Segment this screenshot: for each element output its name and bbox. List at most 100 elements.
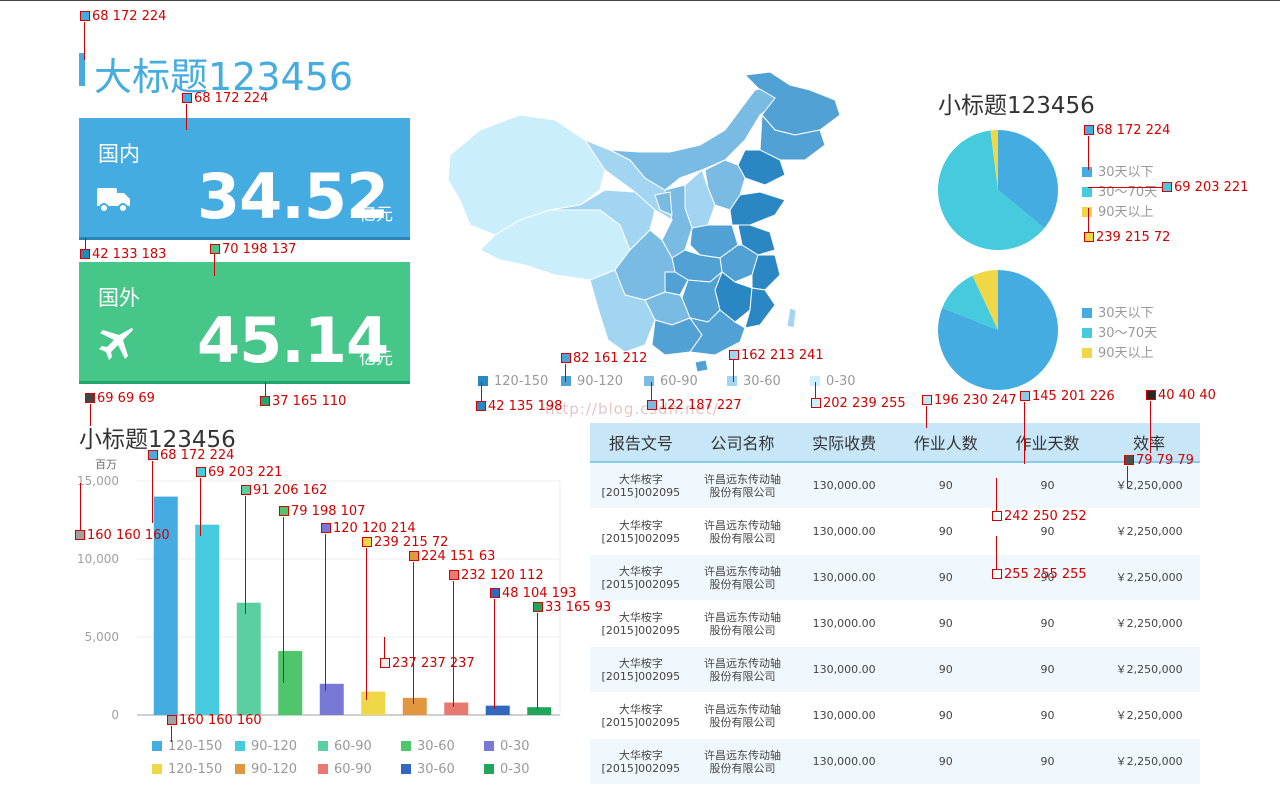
annotation-leader — [366, 548, 367, 700]
color-annotation-text: 37 165 110 — [272, 394, 347, 409]
table-cell: ￥2,250,000 — [1098, 508, 1200, 555]
table-cell-text: 130,000.00 — [812, 755, 876, 768]
table-cell-text: 股份有限公司 — [709, 531, 776, 545]
map-legend-item: 30-60 — [727, 374, 781, 389]
table-cell: 130,000.00 — [793, 508, 895, 555]
table-cell-text: 130,000.00 — [812, 617, 876, 630]
table-row: 大华桉字 [2015]002095 许昌远东传动轴 股份有限公司 130,000.00 9… — [590, 554, 1200, 601]
table-cell-text: ￥2,250,000 — [1115, 755, 1183, 768]
table-cell-text: 90 — [938, 571, 953, 584]
annotation-leader — [1088, 136, 1089, 170]
bar-legend-item: 30-60 — [401, 762, 455, 777]
color-annotation-text: 160 160 160 — [87, 528, 170, 543]
table-cell-text: 大华桉字 — [618, 656, 663, 670]
table-header-cell: 作业天数 — [996, 423, 1099, 463]
table-cell-text: 90 — [938, 617, 953, 630]
color-swatch — [1124, 455, 1134, 465]
color-annotation: 69 203 221 — [196, 466, 282, 480]
pie1-legend-item: 30天以下 — [1082, 161, 1154, 180]
color-swatch — [196, 467, 206, 477]
annotation-leader — [152, 461, 153, 523]
table-cell: 90 — [996, 692, 1099, 739]
kpi-domestic-bottom-bar — [79, 237, 410, 240]
color-swatch — [561, 353, 571, 363]
color-annotation-text: 120 120 214 — [333, 521, 416, 536]
kpi-domestic-value: 34.52 — [197, 160, 389, 233]
color-swatch — [85, 393, 95, 403]
table-cell-text: 90 — [1040, 663, 1055, 676]
annotation-leader — [171, 726, 172, 742]
table-cell-text: 大华桉字 — [618, 518, 663, 532]
bar-legend-item: 30-60 — [401, 739, 455, 754]
color-annotation: 120 120 214 — [321, 522, 416, 536]
table-cell: 90 — [894, 646, 997, 693]
color-annotation: 48 104 193 — [490, 587, 576, 601]
pie1-slice — [990, 130, 998, 190]
color-swatch — [922, 395, 932, 405]
color-annotation: 82 161 212 — [561, 352, 647, 366]
table-cell-text: 90 — [938, 525, 953, 538]
title-accent-bar — [79, 53, 85, 86]
bar-legend-item: 60-90 — [318, 762, 372, 777]
color-swatch — [1020, 391, 1030, 401]
color-annotation-text: 91 206 162 — [253, 483, 328, 498]
table-cell: 许昌远东传动轴 股份有限公司 — [691, 508, 794, 555]
y-tick-label: 15,000 — [77, 474, 119, 488]
color-swatch — [811, 398, 821, 408]
annotation-leader — [186, 104, 187, 130]
table-cell-text: 许昌远东传动轴 — [703, 610, 781, 624]
annotation-leader — [565, 364, 566, 382]
color-annotation-text: 224 151 63 — [421, 549, 496, 564]
map-legend-item: 120-150 — [478, 374, 548, 389]
color-swatch — [148, 450, 158, 460]
color-annotation: 70 198 137 — [210, 243, 296, 257]
color-annotation: 196 230 247 — [922, 394, 1017, 408]
table-cell: ￥2,250,000 — [1098, 600, 1200, 647]
table-row: 大华桉字 [2015]002095 许昌远东传动轴 股份有限公司 130,000.00 9… — [590, 600, 1200, 647]
map-legend-item: 60-90 — [644, 374, 698, 389]
table-header-cell: 实际收费 — [793, 423, 895, 463]
annotation-leader — [85, 238, 86, 250]
table-cell-text: ￥2,250,000 — [1115, 617, 1183, 630]
table-cell-text: 130,000.00 — [812, 571, 876, 584]
map-region-zhejiang — [751, 254, 781, 291]
color-swatch — [533, 602, 543, 612]
table-cell-text: [2015]002095 — [601, 577, 681, 591]
table-cell-text: ￥2,250,000 — [1115, 571, 1183, 584]
table-cell-text: 许昌远东传动轴 — [703, 472, 781, 486]
color-annotation-text: 202 239 255 — [823, 396, 906, 411]
table-cell-text: 许昌远东传动轴 — [703, 702, 781, 716]
kpi-domestic-label: 国内 — [98, 142, 140, 166]
table-cell-text: 股份有限公司 — [709, 577, 776, 591]
table-cell: 90 — [996, 462, 1099, 509]
y-tick-label: 10,000 — [77, 552, 119, 566]
color-annotation-text: 42 133 183 — [92, 247, 167, 262]
color-swatch — [449, 570, 459, 580]
annotation-leader — [453, 581, 454, 707]
color-annotation: 42 133 183 — [80, 248, 166, 262]
bar — [402, 697, 427, 715]
table-cell: 130,000.00 — [793, 600, 895, 647]
color-swatch — [321, 523, 331, 533]
table-cell: 许昌远东传动轴 股份有限公司 — [691, 738, 794, 785]
color-annotation: 239 215 72 — [1084, 231, 1170, 245]
table-cell: ￥2,250,000 — [1098, 738, 1200, 785]
table-cell-text: 许昌远东传动轴 — [703, 564, 781, 578]
kpi-abroad-value: 45.14 — [197, 304, 389, 377]
bar-legend-item: 120-150 — [152, 762, 222, 777]
table-cell: 大华桉字 [2015]002095 — [590, 600, 692, 647]
map-region-ningxia — [654, 191, 673, 216]
color-swatch — [362, 537, 372, 547]
annotation-leader — [214, 254, 215, 276]
bar — [485, 705, 510, 715]
annotation-leader — [1127, 466, 1128, 488]
color-annotation: 33 165 93 — [533, 601, 611, 615]
table-cell-text: 90 — [1040, 709, 1055, 722]
table-cell-text: 90 — [938, 755, 953, 768]
color-annotation: 162 213 241 — [729, 349, 824, 363]
color-annotation-text: 160 160 160 — [179, 713, 262, 728]
pie2-legend-item: 30～70天 — [1082, 322, 1157, 341]
table-cell-text: 90 — [938, 663, 953, 676]
table-cell-text: [2015]002095 — [601, 623, 681, 637]
airplane-icon — [97, 324, 135, 366]
